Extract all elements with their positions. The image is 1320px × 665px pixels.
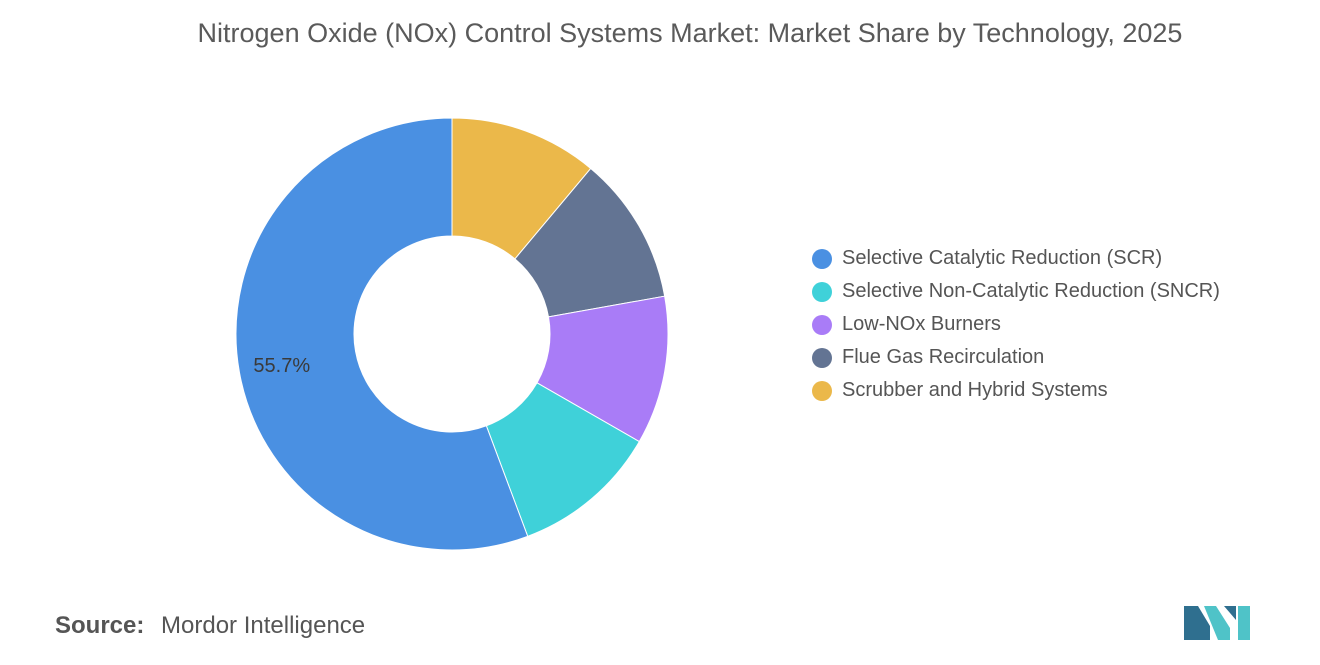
legend-swatch	[812, 248, 832, 269]
legend-item-low-nox: Low-NOx Burners	[812, 308, 1220, 341]
legend-label: Low-NOx Burners	[842, 313, 1001, 335]
chart-legend: Selective Catalytic Reduction (SCR) Sele…	[812, 242, 1220, 407]
legend-label: Scrubber and Hybrid Systems	[842, 379, 1108, 401]
legend-item-sncr: Selective Non-Catalytic Reduction (SNCR)	[812, 275, 1220, 308]
data-label-4: 55.7%	[253, 355, 310, 377]
legend-label: Selective Non-Catalytic Reduction (SNCR)	[842, 280, 1220, 302]
mordor-logo-icon	[1184, 606, 1250, 640]
legend-swatch	[812, 380, 832, 401]
legend-swatch	[812, 314, 832, 335]
legend-item-scr: Selective Catalytic Reduction (SCR)	[812, 242, 1220, 275]
source-label: Source:	[55, 612, 145, 639]
legend-item-scrubber: Scrubber and Hybrid Systems	[812, 374, 1220, 407]
donut-data-labels: 55.7%	[253, 355, 310, 377]
source-credit: Source: Mordor Intelligence	[55, 612, 365, 640]
legend-swatch	[812, 347, 832, 368]
legend-label: Flue Gas Recirculation	[842, 346, 1045, 368]
legend-swatch	[812, 281, 832, 302]
legend-label: Selective Catalytic Reduction (SCR)	[842, 247, 1163, 269]
legend-item-fgr: Flue Gas Recirculation	[812, 341, 1220, 374]
source-value: Mordor Intelligence	[161, 612, 366, 639]
chart-title: Nitrogen Oxide (NOx) Control Systems Mar…	[197, 18, 1183, 48]
donut-slice-4	[235, 117, 529, 551]
donut-slices	[235, 117, 669, 551]
